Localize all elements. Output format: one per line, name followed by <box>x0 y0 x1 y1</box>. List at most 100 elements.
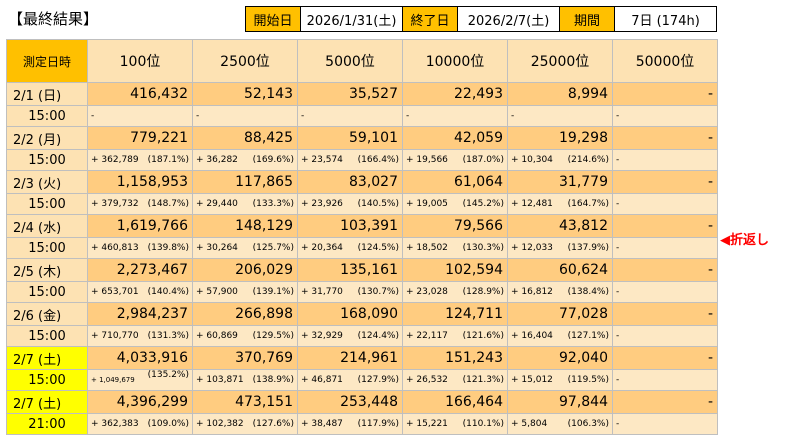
table-row-diff: 15:00 + 362,789 (187.1%) + 36,282 (169.6%) + … <box>6 149 718 171</box>
diff-cell: + 46,871 (127.9%) <box>297 369 403 391</box>
date-column-header: 測定日時 <box>6 39 88 83</box>
rank-score-cell: 151,243 <box>402 346 508 370</box>
diff-percent: (138.9%) <box>252 375 294 385</box>
table-row-diff: 15:00 + 379,732 (148.7%) + 29,440 (133.3%) + … <box>6 193 718 215</box>
turning-point-marker: ◀折返し <box>720 233 769 248</box>
rank-score-cell: 79,566 <box>402 214 508 238</box>
rank-column-header: 25000位 <box>507 39 613 83</box>
diff-amount: + 653,701 <box>91 287 139 297</box>
rank-score-cell: - <box>612 346 718 370</box>
diff-amount: + 30,264 <box>196 243 238 253</box>
diff-percent: (133.3%) <box>252 199 294 209</box>
diff-amount: - <box>301 111 305 121</box>
diff-percent: (124.4%) <box>357 331 399 341</box>
measure-date: 2/7 (土) <box>6 346 88 370</box>
diff-percent: (128.9%) <box>462 287 504 297</box>
diff-amount: + 10,304 <box>511 155 553 165</box>
measure-date: 2/3 (火) <box>6 170 88 194</box>
table-row-diff: 15:00 + 460,813 (139.8%) + 30,264 (125.7%) + … <box>6 237 718 259</box>
diff-amount: + 379,732 <box>91 199 139 209</box>
diff-percent: (139.8%) <box>147 243 189 253</box>
diff-cell: + 16,812 (138.4%) <box>507 281 613 303</box>
diff-cell: + 18,502 (130.3%) <box>402 237 508 259</box>
rank-score-cell: 77,028 <box>507 302 613 326</box>
rank-score-cell: - <box>612 302 718 326</box>
diff-cell: - <box>612 237 718 259</box>
diff-cell: + 1,049,679 (135.2%) <box>87 369 193 391</box>
diff-cell: + 30,264 (125.7%) <box>192 237 298 259</box>
diff-amount: + 57,900 <box>196 287 238 297</box>
diff-cell: + 103,871 (138.9%) <box>192 369 298 391</box>
diff-cell: - <box>612 369 718 391</box>
rank-score-cell: 92,040 <box>507 346 613 370</box>
measure-date: 2/1 (日) <box>6 82 88 106</box>
rank-score-cell: 135,161 <box>297 258 403 282</box>
measure-time: 15:00 <box>6 237 88 259</box>
end-date-label: 終了日 <box>402 6 458 32</box>
rank-column-header: 50000位 <box>612 39 718 83</box>
diff-cell: + 23,028 (128.9%) <box>402 281 508 303</box>
diff-amount: + 362,383 <box>91 419 139 429</box>
table-row-diff: 15:00 + 1,049,679 (135.2%) + 103,871 (138.9%… <box>6 369 718 391</box>
diff-amount: - <box>616 111 620 121</box>
diff-amount: - <box>616 331 620 341</box>
rank-score-cell: 168,090 <box>297 302 403 326</box>
rank-score-cell: 117,865 <box>192 170 298 194</box>
rank-score-cell: - <box>612 82 718 106</box>
diff-percent: (164.7%) <box>567 199 609 209</box>
table-row: 2/5 (木) 2,273,467 206,029 135,161 102,594 60,… <box>6 258 718 282</box>
diff-amount: + 60,869 <box>196 331 238 341</box>
rank-score-cell: 83,027 <box>297 170 403 194</box>
diff-amount: - <box>511 111 515 121</box>
diff-percent: (121.3%) <box>462 375 504 385</box>
rank-score-cell: 253,448 <box>297 390 403 414</box>
diff-percent: (131.3%) <box>147 331 189 341</box>
diff-cell: + 26,532 (121.3%) <box>402 369 508 391</box>
rank-score-cell: 416,432 <box>87 82 193 106</box>
table-row: 2/6 (金) 2,984,237 266,898 168,090 124,711 77,… <box>6 302 718 326</box>
table-row: 2/3 (火) 1,158,953 117,865 83,027 61,064 31,77… <box>6 170 718 194</box>
rank-score-cell: - <box>612 214 718 238</box>
rank-score-cell: 370,769 <box>192 346 298 370</box>
diff-cell: - <box>612 281 718 303</box>
diff-amount: - <box>616 419 620 429</box>
table-row: 2/1 (日) 416,432 52,143 35,527 22,493 8,994- <box>6 82 718 106</box>
diff-cell: - <box>612 325 718 347</box>
rank-column-header: 10000位 <box>402 39 508 83</box>
diff-percent: (145.2%) <box>462 199 504 209</box>
diff-percent: (187.1%) <box>147 155 189 165</box>
diff-amount: - <box>91 111 95 121</box>
measure-time: 15:00 <box>6 369 88 391</box>
rank-score-cell: 88,425 <box>192 126 298 150</box>
rank-column-header: 100位 <box>87 39 193 83</box>
diff-amount: + 20,364 <box>301 243 343 253</box>
rank-score-cell: 1,619,766 <box>87 214 193 238</box>
diff-amount: + 26,532 <box>406 375 448 385</box>
diff-cell: + 102,382 (127.6%) <box>192 413 298 435</box>
measure-time: 21:00 <box>6 413 88 435</box>
rank-score-cell: 22,493 <box>402 82 508 106</box>
diff-cell: + 15,012 (119.5%) <box>507 369 613 391</box>
rank-score-cell: 473,151 <box>192 390 298 414</box>
diff-percent: (166.4%) <box>357 155 399 165</box>
diff-cell: - <box>402 105 508 127</box>
diff-amount: - <box>196 111 200 121</box>
rank-score-cell: - <box>612 258 718 282</box>
diff-cell: + 23,574 (166.4%) <box>297 149 403 171</box>
diff-cell: + 23,926 (140.5%) <box>297 193 403 215</box>
diff-percent: (129.5%) <box>252 331 294 341</box>
start-date-label: 開始日 <box>245 6 301 32</box>
diff-cell: + 20,364 (124.5%) <box>297 237 403 259</box>
rank-score-cell: 42,059 <box>402 126 508 150</box>
diff-cell: + 32,929 (124.4%) <box>297 325 403 347</box>
rank-score-cell: 103,391 <box>297 214 403 238</box>
diff-cell: + 31,770 (130.7%) <box>297 281 403 303</box>
diff-amount: + 16,812 <box>511 287 553 297</box>
measure-time: 15:00 <box>6 325 88 347</box>
diff-amount: + 15,221 <box>406 419 448 429</box>
end-date-value: 2026/2/7(土) <box>457 6 560 32</box>
diff-amount: + 23,028 <box>406 287 448 297</box>
diff-amount: - <box>616 155 620 165</box>
measure-date: 2/2 (月) <box>6 126 88 150</box>
table-row-diff: 15:00 + 710,770 (131.3%) + 60,869 (129.5%) + … <box>6 325 718 347</box>
